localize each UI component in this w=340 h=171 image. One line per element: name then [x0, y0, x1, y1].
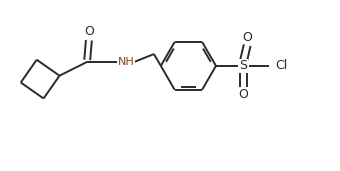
Text: Cl: Cl [275, 59, 287, 72]
Text: O: O [242, 31, 252, 44]
Text: O: O [239, 88, 249, 101]
Text: NH: NH [118, 57, 135, 67]
Text: O: O [84, 25, 94, 38]
Text: S: S [239, 59, 248, 72]
